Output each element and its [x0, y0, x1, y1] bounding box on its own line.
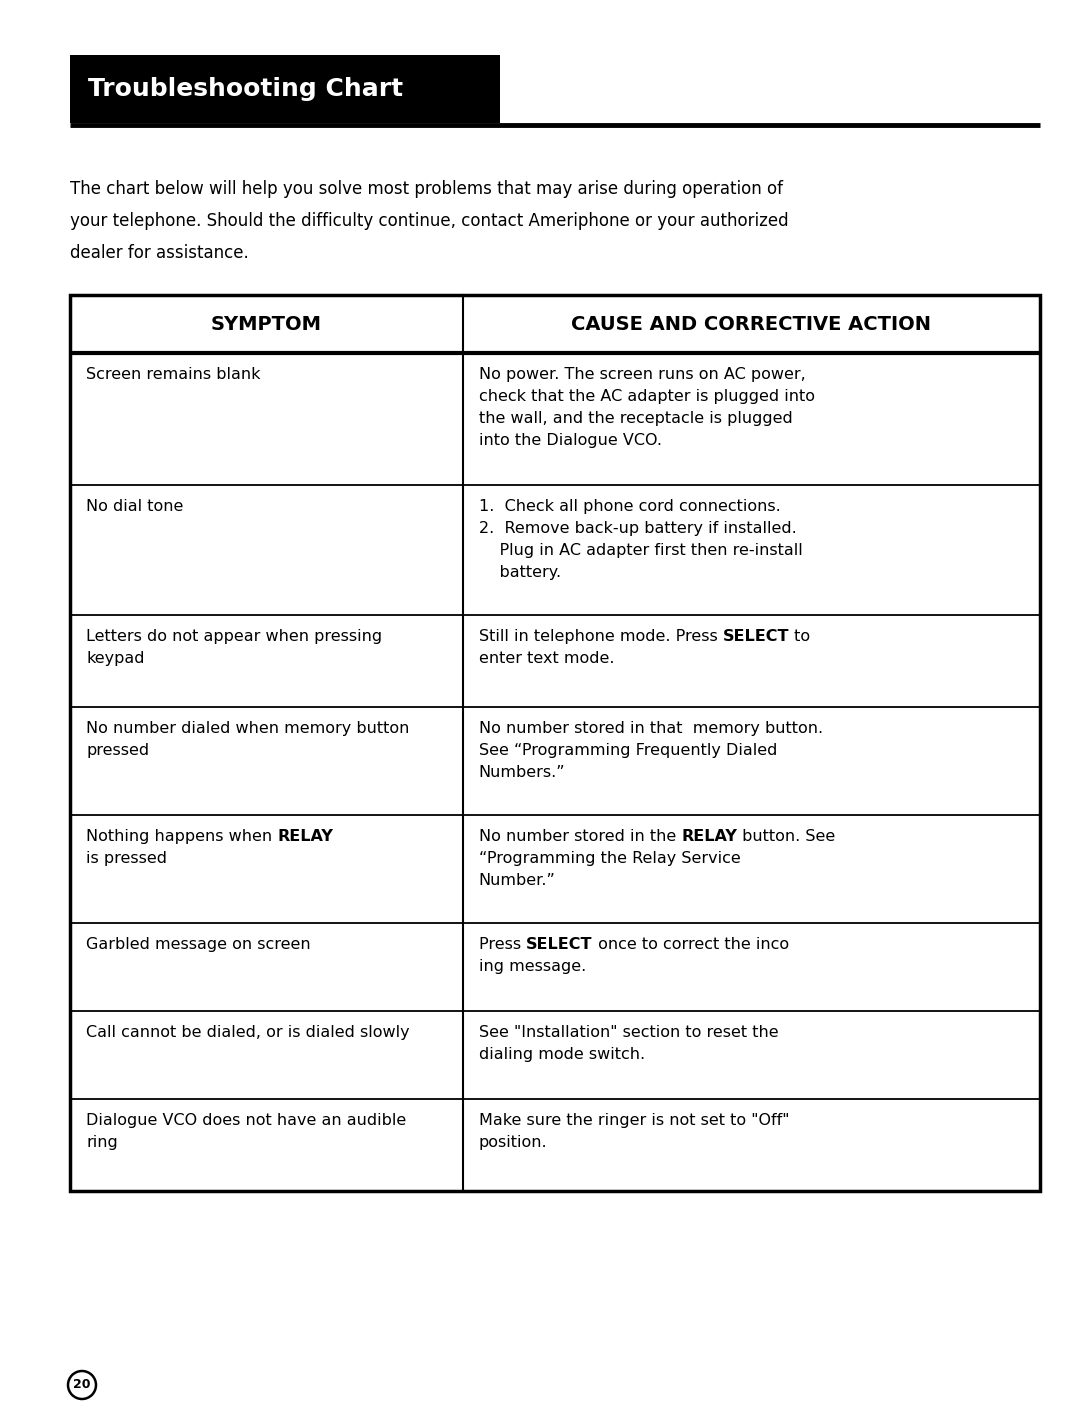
Text: 20: 20 — [73, 1378, 91, 1391]
Text: No number stored in that  memory button.: No number stored in that memory button. — [478, 722, 823, 736]
Text: enter text mode.: enter text mode. — [478, 651, 615, 666]
Text: The chart below will help you solve most problems that may arise during operatio: The chart below will help you solve most… — [70, 179, 783, 198]
Text: Numbers.”: Numbers.” — [478, 765, 566, 779]
Text: Letters do not appear when pressing: Letters do not appear when pressing — [86, 628, 382, 644]
Text: Troubleshooting Chart: Troubleshooting Chart — [87, 78, 403, 102]
Text: SYMPTOM: SYMPTOM — [211, 315, 322, 333]
Text: See “Programming Frequently Dialed: See “Programming Frequently Dialed — [478, 743, 778, 758]
Text: “Programming the Relay Service: “Programming the Relay Service — [478, 851, 741, 866]
Text: into the Dialogue VCO.: into the Dialogue VCO. — [478, 433, 662, 448]
Text: SELECT: SELECT — [723, 628, 789, 644]
Text: Call cannot be dialed, or is dialed slowly: Call cannot be dialed, or is dialed slow… — [86, 1025, 409, 1041]
Text: No dial tone: No dial tone — [86, 498, 184, 514]
Text: No number dialed when memory button: No number dialed when memory button — [86, 722, 409, 736]
Text: Still in telephone mode. Press: Still in telephone mode. Press — [478, 628, 723, 644]
Text: dialing mode switch.: dialing mode switch. — [478, 1048, 645, 1062]
Text: Dialogue VCO does not have an audible: Dialogue VCO does not have an audible — [86, 1113, 406, 1128]
Text: See "Installation" section to reset the: See "Installation" section to reset the — [478, 1025, 779, 1041]
Text: your telephone. Should the difficulty continue, contact Ameriphone or your autho: your telephone. Should the difficulty co… — [70, 212, 788, 230]
Text: ing message.: ing message. — [478, 959, 586, 974]
Text: keypad: keypad — [86, 651, 145, 666]
Text: Plug in AC adapter first then re-install: Plug in AC adapter first then re-install — [478, 544, 802, 558]
Text: RELAY: RELAY — [681, 829, 737, 844]
Text: No power. The screen runs on AC power,: No power. The screen runs on AC power, — [478, 367, 806, 383]
Text: ring: ring — [86, 1135, 118, 1149]
Text: pressed: pressed — [86, 743, 149, 758]
Bar — [70, 295, 1040, 1190]
Text: the wall, and the receptacle is plugged: the wall, and the receptacle is plugged — [478, 411, 793, 426]
Text: Screen remains blank: Screen remains blank — [86, 367, 260, 383]
Text: No number stored in the: No number stored in the — [478, 829, 681, 844]
Text: dealer for assistance.: dealer for assistance. — [70, 244, 248, 263]
Text: battery.: battery. — [478, 565, 561, 580]
Text: SELECT: SELECT — [526, 938, 593, 952]
Text: is pressed: is pressed — [86, 851, 167, 866]
Text: button. See: button. See — [737, 829, 835, 844]
Text: RELAY: RELAY — [278, 829, 333, 844]
Text: check that the AC adapter is plugged into: check that the AC adapter is plugged int… — [478, 388, 814, 404]
Text: Nothing happens when: Nothing happens when — [86, 829, 278, 844]
Text: 2.  Remove back-up battery if installed.: 2. Remove back-up battery if installed. — [478, 521, 797, 537]
Text: Garbled message on screen: Garbled message on screen — [86, 938, 311, 952]
Text: Number.”: Number.” — [478, 873, 556, 888]
Text: 1.  Check all phone cord connections.: 1. Check all phone cord connections. — [478, 498, 781, 514]
Text: CAUSE AND CORRECTIVE ACTION: CAUSE AND CORRECTIVE ACTION — [571, 315, 931, 333]
Text: to: to — [789, 628, 810, 644]
Circle shape — [68, 1371, 96, 1399]
Text: once to correct the inco: once to correct the inco — [593, 938, 788, 952]
Text: Press: Press — [478, 938, 526, 952]
Text: position.: position. — [478, 1135, 548, 1149]
Bar — [70, 55, 500, 123]
Text: Make sure the ringer is not set to "Off": Make sure the ringer is not set to "Off" — [478, 1113, 789, 1128]
